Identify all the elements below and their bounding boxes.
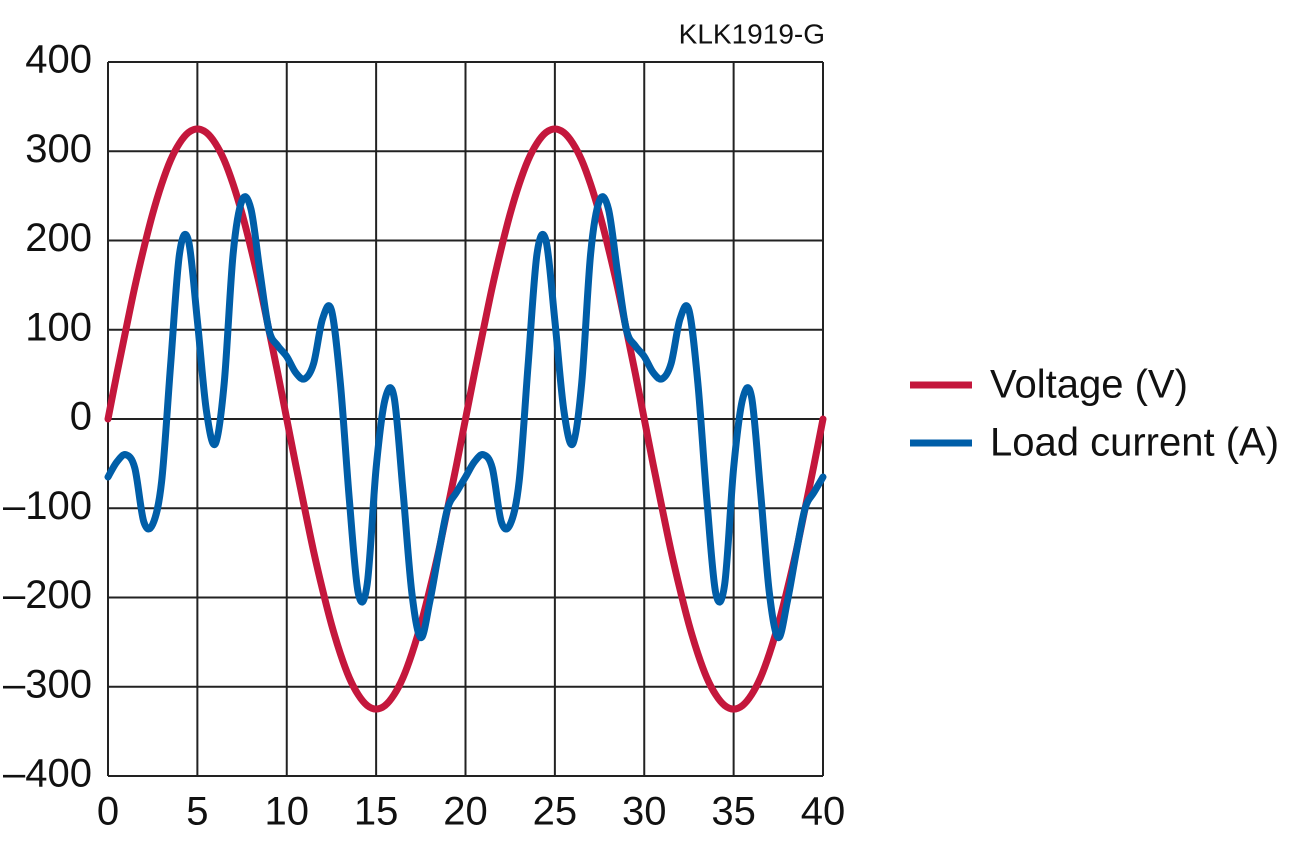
x-tick-label: 40	[801, 790, 846, 834]
x-tick-label: 5	[186, 790, 208, 834]
y-tick-label: –400	[3, 752, 92, 796]
annotation: KLK1919-G	[679, 18, 825, 49]
x-tick-label: 10	[265, 790, 310, 834]
y-tick-label: –100	[3, 484, 92, 528]
y-tick-label: 0	[70, 395, 92, 439]
y-tick-label: –300	[3, 662, 92, 706]
y-tick-label: 100	[25, 305, 92, 349]
x-tick-label: 35	[711, 790, 756, 834]
series-line	[104, 193, 827, 642]
y-tick-label: –200	[3, 573, 92, 617]
legend-label: Voltage (V)	[990, 363, 1188, 407]
series-line	[104, 125, 827, 713]
x-tick-label: 15	[354, 790, 399, 834]
y-tick-label: 200	[25, 216, 92, 260]
x-tick-label: 20	[443, 790, 488, 834]
y-tick-label: 300	[25, 127, 92, 171]
y-tick-label: 400	[25, 38, 92, 82]
x-tick-label: 30	[622, 790, 667, 834]
legend-label: Load current (A)	[990, 421, 1279, 465]
x-tick-label: 25	[533, 790, 578, 834]
x-tick-label: 0	[97, 790, 119, 834]
